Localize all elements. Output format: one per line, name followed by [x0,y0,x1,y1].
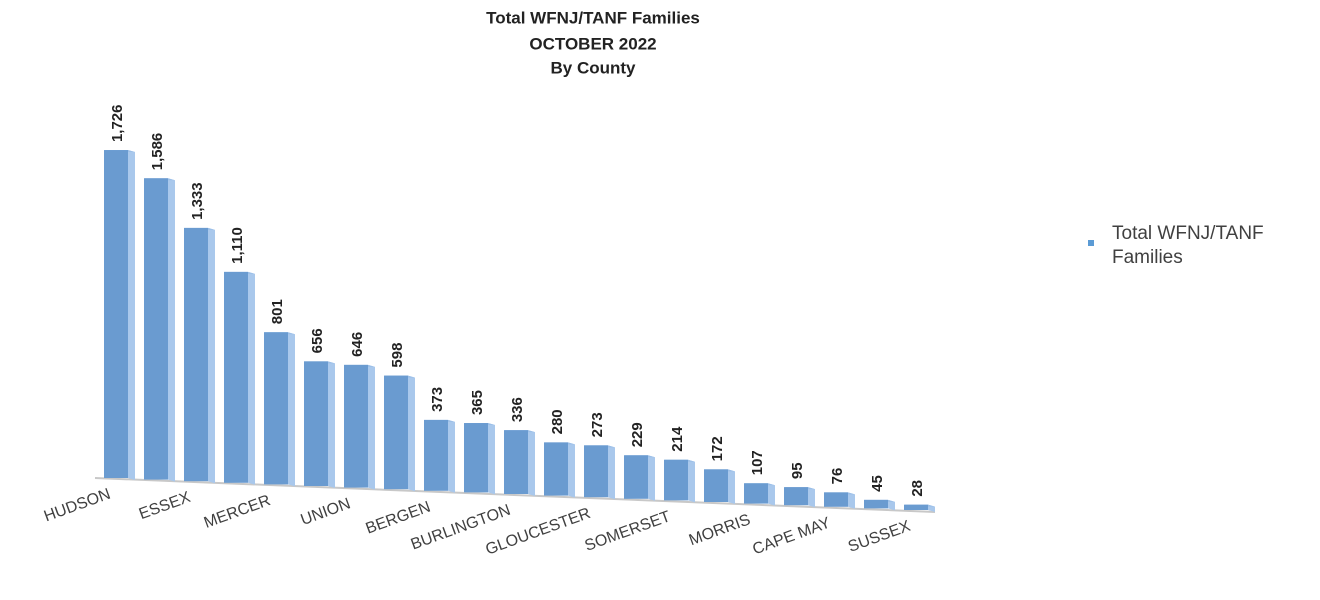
data-label: 365 [469,390,486,415]
bar-side [488,423,495,495]
bar [344,364,368,488]
x-tick-label: MERCER [202,492,273,532]
x-tick-label: UNION [299,495,353,529]
x-tick-label: SUSSEX [846,518,913,556]
data-label: 273 [589,412,606,437]
data-label: 1,726 [109,105,126,143]
data-label: 95 [789,462,806,479]
data-label: 45 [869,475,886,492]
bar [304,361,328,486]
bar [784,487,808,506]
legend-key [1088,240,1094,246]
bar-side [448,419,455,493]
bar [384,375,408,490]
data-label: 373 [429,387,446,412]
bar [904,504,928,510]
x-tick-label: MORRIS [687,511,753,549]
bar [424,419,448,491]
bar-side [648,455,655,501]
bar [664,459,688,501]
data-label: 107 [749,450,766,475]
data-label: 28 [909,480,926,497]
x-tick-label: HUDSON [42,486,113,526]
bar-side [728,469,735,504]
data-label: 1,333 [189,182,206,220]
data-label: 656 [309,328,326,353]
bar [824,492,848,507]
data-label: 646 [349,332,366,357]
x-tick-label: CAPE MAY [750,514,833,558]
data-label: 214 [669,426,686,452]
bar [504,430,528,494]
chart-title: Total WFNJ/TANF Families [486,8,700,27]
bar [184,227,208,482]
data-label: 1,586 [149,133,166,171]
floor [94,477,936,513]
bar [104,150,128,478]
data-label: 598 [389,343,406,368]
data-label: 172 [709,436,726,461]
x-tick-label: SOMERSET [583,508,673,555]
bar [264,332,288,485]
bar-side [808,487,815,508]
bar [864,499,888,509]
chart-title: OCTOBER 2022 [529,34,656,53]
bar [584,445,608,498]
bar [144,178,168,480]
bar-side [528,430,535,496]
bar-side [688,459,695,503]
bar-side [168,178,175,482]
chart-title: By County [551,58,637,77]
x-tick-label: ESSEX [137,489,193,523]
bar-side [248,271,255,485]
bar-side [368,364,375,490]
data-label: 1,110 [229,227,246,264]
data-label: 280 [549,409,566,434]
bar [464,423,488,493]
bar-side [848,492,855,509]
bar [544,442,568,496]
bar-side [768,483,775,506]
data-label: 336 [509,397,526,422]
bar [704,469,728,502]
bar-side [888,499,895,511]
bar [224,271,248,483]
data-label: 76 [829,468,846,485]
bar [744,483,768,504]
legend-label: Total WFNJ/TANF Families [1112,223,1264,268]
data-label: 229 [629,422,646,447]
bar-side [568,442,575,498]
bar-side [128,150,135,480]
data-label: 801 [269,299,286,324]
bar [624,455,648,499]
bar-side [608,445,615,500]
bar-side [208,227,215,484]
bar-side [288,332,295,487]
bar-side [408,375,415,492]
bar-side [328,361,335,488]
